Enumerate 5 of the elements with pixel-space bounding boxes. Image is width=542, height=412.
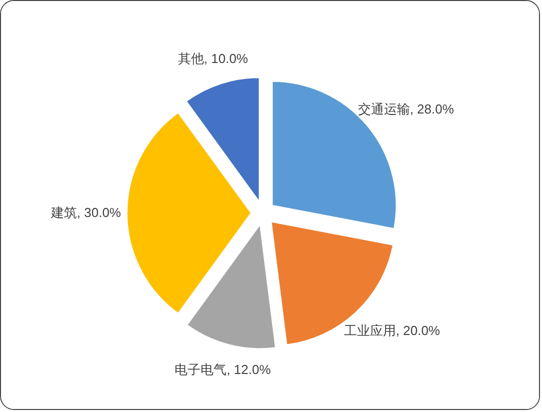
slice-label: 交通运输, 28.0% (358, 102, 454, 117)
slice-label: 电子电气, 12.0% (174, 362, 272, 377)
slice-label: 其他, 10.0% (178, 50, 248, 66)
slice-label: 建筑, 30.0% (50, 205, 122, 220)
slice-label: 工业应用, 20.0% (344, 323, 440, 338)
